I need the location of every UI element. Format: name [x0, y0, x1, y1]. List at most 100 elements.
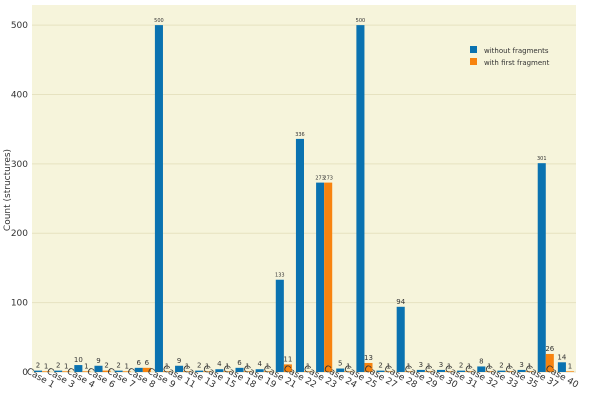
bar [384, 371, 393, 372]
data-label: 1 [64, 362, 68, 370]
bar [416, 369, 425, 372]
data-label: 6 [237, 359, 242, 367]
bar [175, 365, 184, 372]
bar [243, 371, 252, 372]
data-label: 1 [84, 362, 88, 370]
data-label: 1 [427, 362, 431, 370]
bar [54, 370, 63, 372]
bar [62, 371, 71, 372]
bar [565, 371, 574, 372]
data-label: 3 [439, 361, 443, 369]
data-label: 2 [459, 362, 463, 370]
bar [215, 369, 224, 372]
bar [316, 182, 325, 372]
data-label: 1 [165, 362, 169, 370]
bar [525, 371, 534, 372]
bar [477, 366, 486, 372]
data-label: 1 [346, 362, 350, 370]
y-tick-label: 500 [11, 21, 28, 31]
y-tick-label: 0 [22, 368, 28, 378]
data-label: 26 [545, 345, 554, 353]
data-label: 500 [356, 18, 366, 24]
bar [283, 364, 292, 372]
bar [376, 370, 385, 372]
bar [122, 371, 131, 372]
bar [304, 371, 313, 372]
bar [275, 279, 284, 372]
bar [34, 370, 43, 372]
legend-swatch [470, 58, 477, 65]
data-label: 94 [396, 298, 405, 306]
bar [404, 371, 413, 372]
data-label: 2 [378, 362, 382, 370]
bar [364, 362, 373, 372]
y-tick-label: 200 [11, 229, 28, 239]
bar [134, 367, 143, 372]
legend-label: with first fragment [484, 59, 550, 67]
data-label: 1 [185, 362, 189, 370]
data-label: 1 [44, 362, 48, 370]
bar [436, 369, 446, 372]
bar [235, 367, 244, 372]
data-label: 9 [96, 357, 100, 365]
data-label: 1 [467, 362, 471, 370]
data-label: 273 [315, 176, 325, 182]
data-label: 2 [116, 362, 120, 370]
data-label: 1 [124, 362, 128, 370]
bar [424, 371, 433, 372]
bar [154, 25, 163, 373]
bar [336, 368, 345, 372]
data-label: 1 [265, 362, 269, 370]
bar [102, 370, 111, 372]
bar [465, 371, 474, 372]
data-label: 6 [145, 359, 150, 367]
data-label: 1 [245, 362, 249, 370]
data-label: 10 [74, 356, 83, 364]
bar [82, 371, 91, 372]
y-tick-label: 300 [11, 160, 28, 170]
data-label: 2 [36, 362, 40, 370]
bar [142, 367, 151, 372]
bar [457, 370, 466, 372]
data-label: 1 [527, 362, 531, 370]
data-label: 1 [407, 362, 411, 370]
data-label: 2 [56, 362, 60, 370]
bar [545, 353, 554, 372]
data-label: 500 [154, 18, 164, 24]
data-label: 1 [447, 362, 451, 370]
bar [324, 182, 333, 372]
data-label: 1 [507, 362, 511, 370]
bar [356, 25, 365, 373]
bar [557, 362, 566, 372]
data-label: 133 [275, 273, 285, 279]
bar [497, 370, 506, 372]
data-label: 336 [295, 132, 305, 138]
bar [263, 371, 272, 372]
bar [42, 371, 51, 372]
bar [517, 369, 526, 372]
data-label: 2 [197, 362, 201, 370]
data-label: 8 [479, 357, 483, 365]
bar [445, 371, 454, 372]
data-label: 2 [499, 362, 503, 370]
data-label: 9 [177, 357, 181, 365]
data-label: 1 [487, 362, 491, 370]
bar [396, 306, 405, 372]
bar [94, 365, 103, 372]
y-tick-label: 400 [11, 90, 28, 100]
bar [344, 371, 353, 372]
bar [114, 370, 123, 372]
bar [203, 371, 212, 372]
y-axis-label: Count (structures) [3, 149, 13, 231]
data-label: 3 [519, 361, 523, 369]
bar [162, 371, 172, 372]
data-label: 2 [104, 362, 108, 370]
legend-swatch [470, 46, 477, 53]
bar [195, 370, 204, 372]
data-label: 1 [205, 362, 209, 370]
data-label: 14 [557, 353, 566, 361]
data-label: 4 [257, 360, 262, 368]
bar [537, 163, 546, 372]
bar [223, 371, 232, 372]
